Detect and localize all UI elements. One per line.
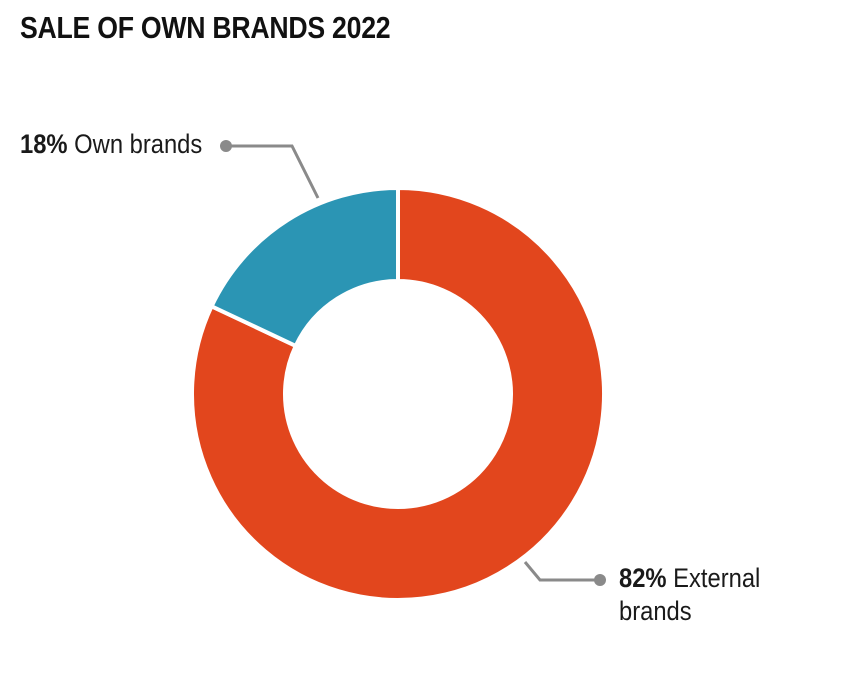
chart-title: SALE OF OWN BRANDS 2022 — [20, 10, 391, 45]
leader-line-own-brands — [226, 144, 320, 199]
donut-slices — [190, 185, 606, 602]
slice-name-external-brands-line2: brands — [619, 596, 692, 626]
slice-value-external-brands: 82% — [619, 563, 667, 593]
slice-label-own-brands: 18% Own brands — [20, 128, 202, 161]
slice-name-own-brands: Own brands — [74, 129, 203, 159]
slice-own-brands — [208, 185, 400, 349]
leader-dot-external-brands — [594, 574, 606, 586]
slice-label-external-brands: 82% External brands — [619, 562, 760, 628]
leader-line-external-brands — [523, 561, 600, 582]
slice-value-own-brands: 18% — [20, 129, 68, 159]
slice-name-external-brands-line1: External — [673, 563, 761, 593]
leader-dot-own-brands — [220, 140, 232, 152]
slice-external-brands — [190, 185, 606, 602]
